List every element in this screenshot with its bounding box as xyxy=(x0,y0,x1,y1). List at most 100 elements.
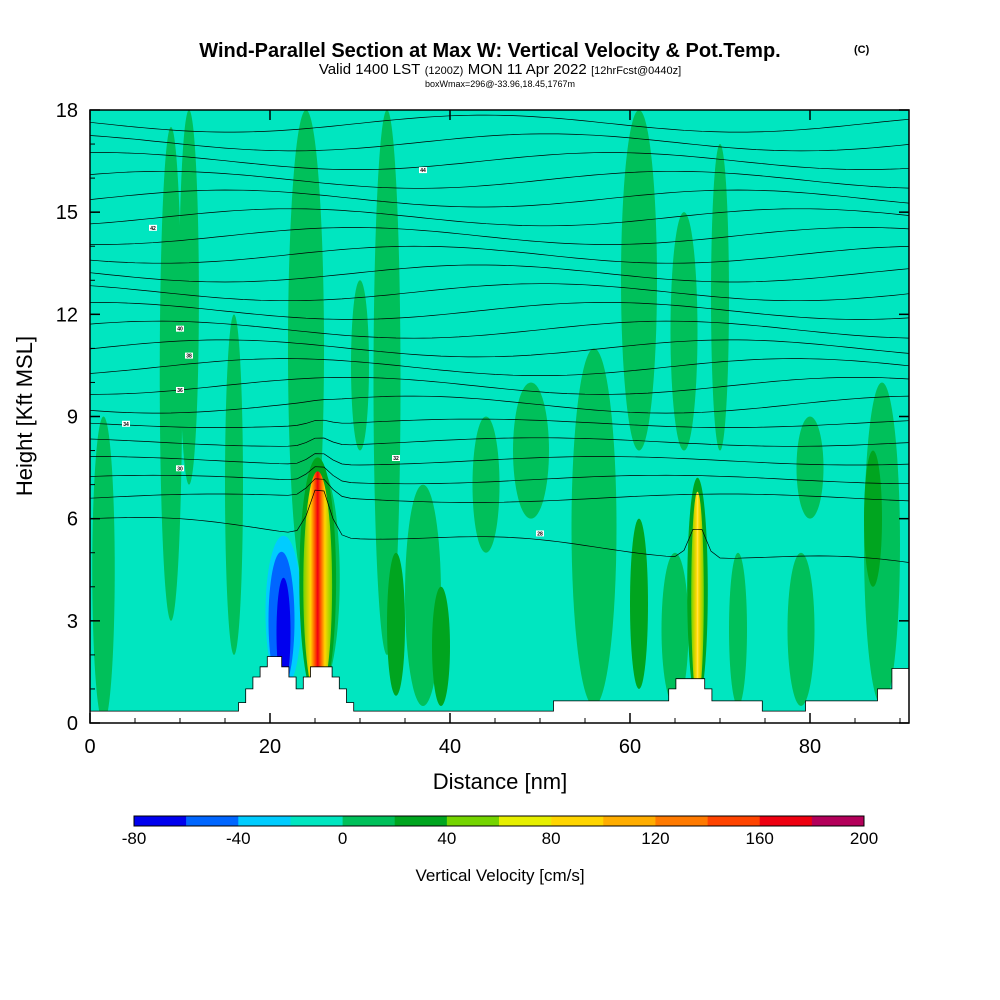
green-streak xyxy=(796,416,824,519)
title-mark: (C) xyxy=(854,44,870,56)
green-streak xyxy=(571,348,617,706)
contour-label-box xyxy=(419,167,427,174)
colorbar-swatch xyxy=(707,816,761,826)
theta-contour xyxy=(90,466,909,485)
chart-subtitle: Valid 1400 LST (1200Z) MON 11 Apr 2022 [… xyxy=(319,61,681,78)
colorbar-swatch xyxy=(655,816,708,826)
contour-label-box xyxy=(122,420,130,427)
velocity-field xyxy=(92,110,900,723)
colorbar-label: 120 xyxy=(641,829,669,848)
theta-contour xyxy=(90,114,909,133)
green-streak xyxy=(373,110,401,655)
theta-contour xyxy=(90,395,909,414)
theta-contour xyxy=(90,170,909,189)
theta-contour xyxy=(90,283,909,302)
x-tick-label: 80 xyxy=(799,736,821,758)
contour-label-box xyxy=(176,386,184,393)
theta-contour xyxy=(90,339,909,358)
y-tick-label: 3 xyxy=(67,611,78,633)
colorbar-label: 200 xyxy=(850,829,878,848)
colorbar-title: Vertical Velocity [cm/s] xyxy=(415,866,584,885)
colorbar-swatch xyxy=(238,816,291,826)
x-tick-label: 20 xyxy=(259,736,281,758)
y-tick-label: 0 xyxy=(67,713,78,735)
colorbar-swatch xyxy=(759,816,813,826)
theta-contour xyxy=(90,358,909,376)
contour-label-box xyxy=(185,352,193,359)
y-axis-title: Height [Kft MSL] xyxy=(12,336,37,496)
green-streak xyxy=(179,110,199,485)
contour-label: 34 xyxy=(123,422,129,428)
terrain-mask xyxy=(90,656,909,723)
green-streak xyxy=(92,416,115,723)
colorbar-frame xyxy=(133,815,865,827)
theta-contour xyxy=(90,133,909,152)
updraft-core xyxy=(691,491,704,701)
green-streak xyxy=(513,382,549,519)
theta-contours: 40 42 44 34 36 38 32 30 28 xyxy=(90,114,909,563)
y-tick-label: 9 xyxy=(67,407,78,429)
colorbar-label: -40 xyxy=(226,829,251,848)
colorbar-label: -80 xyxy=(122,829,147,848)
theta-contour xyxy=(90,376,909,395)
theta-contour xyxy=(90,189,909,208)
y-tick-label: 15 xyxy=(56,202,78,224)
colorbar-swatch xyxy=(499,816,552,826)
colorbar-swatch xyxy=(603,816,656,826)
theta-contour xyxy=(90,152,909,170)
green-streak xyxy=(472,416,500,553)
plot-area: 40 42 44 34 36 38 32 30 28 xyxy=(90,110,909,723)
y-tick-label: 12 xyxy=(56,304,78,326)
contour-label: 32 xyxy=(393,456,399,462)
theta-contour xyxy=(90,489,909,563)
y-tick-label: 6 xyxy=(67,509,78,531)
downdraft-outer xyxy=(387,552,405,696)
green-streak xyxy=(864,450,882,587)
contour-label: 44 xyxy=(420,168,426,174)
chart-note: boxWmax=296@-33.96,18.45,1767m xyxy=(425,79,575,89)
colorbar-swatch xyxy=(394,816,448,826)
green-streak xyxy=(351,280,369,451)
green-streak xyxy=(225,314,243,655)
plot-background xyxy=(90,110,909,723)
theta-contour xyxy=(90,245,909,264)
contour-label-box xyxy=(149,224,157,231)
y-tick-label: 18 xyxy=(56,100,78,122)
colorbar: -80 -40 0 40 80 120 160 200 xyxy=(122,815,878,848)
theta-contour xyxy=(90,264,909,283)
theta-contour xyxy=(90,227,909,245)
green-streak xyxy=(432,586,450,706)
contour-label-box xyxy=(392,455,400,462)
x-tick-label: 0 xyxy=(84,736,95,758)
colorbar-swatch xyxy=(551,816,604,826)
theta-contour xyxy=(90,478,909,503)
green-streak xyxy=(405,484,441,706)
contour-label: 28 xyxy=(537,531,543,537)
x-tick-label: 60 xyxy=(619,736,641,758)
chart-title: Wind-Parallel Section at Max W: Vertical… xyxy=(199,40,780,62)
contour-label: 40 xyxy=(177,327,183,333)
contour-label: 30 xyxy=(177,466,183,472)
green-streak xyxy=(729,552,747,706)
colorbar-swatch xyxy=(134,816,187,826)
contour-label: 36 xyxy=(177,388,183,394)
theta-contour xyxy=(90,418,909,428)
x-axis-title: Distance [nm] xyxy=(433,769,568,794)
contour-label-box xyxy=(176,325,184,332)
theta-contour xyxy=(90,437,909,447)
green-streak xyxy=(670,212,698,451)
colorbar-swatch xyxy=(342,816,396,826)
theta-contour xyxy=(90,453,909,466)
downdraft-outer xyxy=(630,518,648,689)
contour-label: 42 xyxy=(150,226,156,232)
green-streak xyxy=(787,552,815,706)
colorbar-swatch xyxy=(290,816,343,826)
theta-contour xyxy=(90,302,909,320)
colorbar-swatch xyxy=(186,816,239,826)
colorbar-swatch xyxy=(446,816,500,826)
colorbar-label: 40 xyxy=(437,829,456,848)
green-streak xyxy=(621,110,657,451)
x-tick-label: 40 xyxy=(439,736,461,758)
